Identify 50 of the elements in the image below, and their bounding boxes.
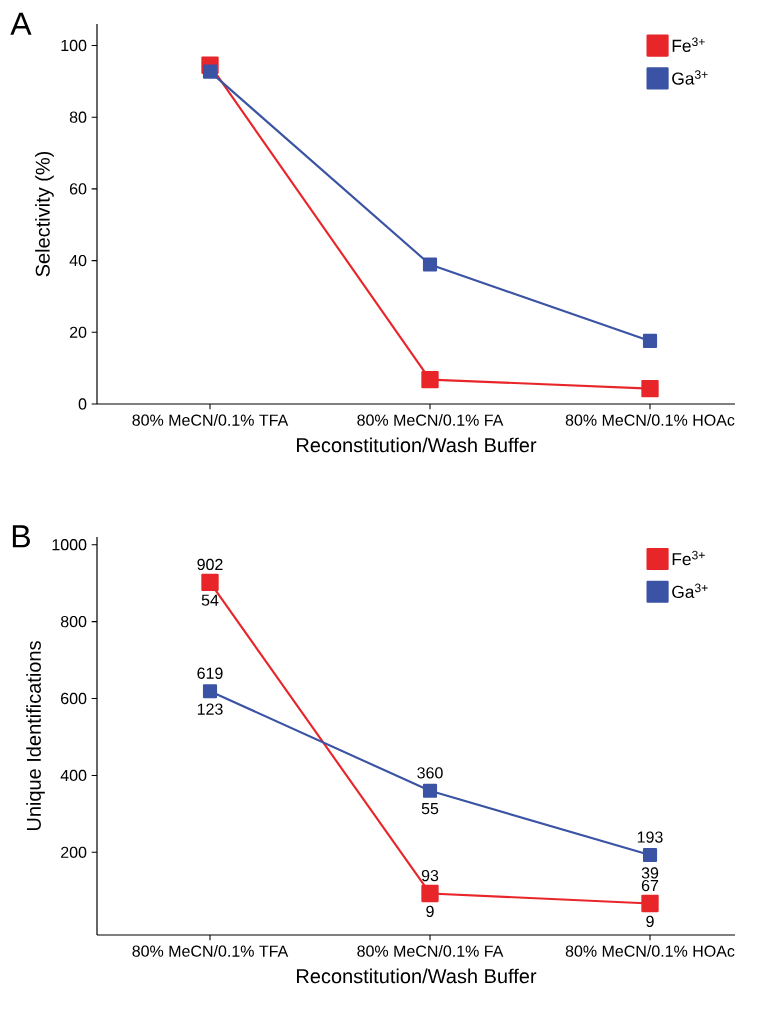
x-tick-label: 80% MeCN/0.1% FA [357, 414, 504, 426]
data-label: 67 [641, 879, 659, 892]
point [421, 370, 439, 389]
legend-label: Ga$^{3+}$ [672, 70, 708, 85]
legend-label: Ga$^{3+}$ [672, 583, 708, 599]
point [641, 379, 659, 398]
annotation: 55 [421, 803, 439, 815]
point [201, 573, 219, 592]
y-tick-label: 20 [69, 326, 87, 338]
x-tick-label: 80% MeCN/0.1% TFA [132, 414, 289, 426]
x-axis-title: Reconstitution/Wash Buffer [297, 968, 537, 984]
x-tick-label: 80% MeCN/0.1% TFA [132, 945, 289, 957]
point [642, 333, 658, 348]
y-tick-label: 400 [60, 769, 87, 782]
y-tick-label: 100 [61, 39, 87, 52]
data-label: 902 [197, 558, 223, 571]
y-tick-label: 60 [69, 183, 87, 195]
x-tick-label: 80% MeCN/0.1% HOAc [565, 945, 735, 957]
x-tick-label: 80% MeCN/0.1% HOAc [565, 414, 735, 426]
point [422, 257, 438, 272]
point [422, 783, 438, 798]
annotation: 123 [197, 703, 223, 715]
y-tick-label: 1000 [52, 539, 87, 551]
point [641, 894, 659, 913]
y-tick-label: 200 [61, 846, 87, 858]
y-axis-title: Selectivity (%) [35, 151, 54, 277]
data-label: 93 [421, 869, 439, 882]
data-label: 193 [637, 831, 663, 843]
y-tick-label: 0 [78, 398, 87, 410]
data-label: 619 [197, 667, 223, 679]
annotation: 9 [646, 915, 654, 928]
x-tick-label: 80% MeCN/0.1% FA [357, 945, 504, 957]
y-tick-label: 800 [60, 615, 87, 628]
chart-title: B [12, 525, 30, 548]
y-tick-label: 40 [69, 254, 87, 267]
point [642, 847, 658, 863]
annotation: 39 [641, 867, 659, 879]
legend-label: Fe$^{3+}$ [672, 550, 705, 566]
chart-title: A [10, 12, 32, 35]
x-axis-title: Reconstitution/Wash Buffer [297, 437, 537, 453]
point [202, 684, 218, 699]
legend-label: Fe$^{3+}$ [672, 37, 705, 52]
data-label: 360 [417, 767, 443, 779]
y-tick-label: 600 [61, 692, 87, 705]
annotation: 9 [426, 905, 434, 918]
annotation: 54 [201, 594, 219, 606]
point [421, 884, 439, 903]
y-tick-label: 80 [69, 111, 87, 123]
y-axis-title: Unique Identifications [26, 641, 45, 831]
point [202, 64, 218, 79]
